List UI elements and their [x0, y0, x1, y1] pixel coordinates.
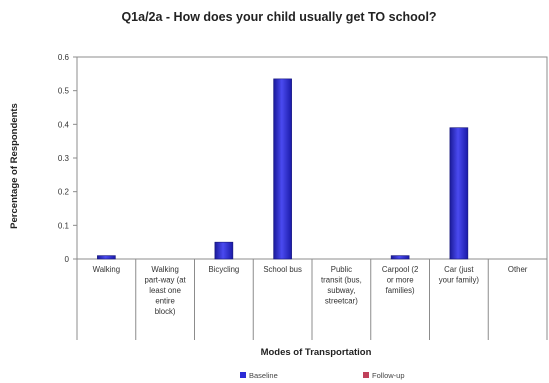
- x-category-label-line: transit (bus,: [321, 276, 362, 285]
- bar-baseline: [214, 241, 234, 260]
- legend: Baseline Follow-up: [240, 371, 405, 380]
- y-tick-label: 0: [65, 255, 70, 264]
- x-category-label-line: Car (just: [444, 265, 474, 274]
- x-category-label-line: Walking: [151, 265, 178, 274]
- x-category-label: Other: [508, 265, 528, 274]
- y-axis-title: Percentage of Respondents: [9, 103, 20, 229]
- plot-frame: [76, 56, 548, 260]
- x-category-label: Public transit (bus, subway, streetcar): [321, 265, 362, 306]
- bar-baseline: [273, 78, 292, 260]
- y-tick-label: 0.3: [58, 154, 70, 163]
- y-tick-label: 0.6: [58, 53, 70, 62]
- y-tick-label: 0.2: [58, 188, 70, 197]
- x-category-label-line: School bus: [263, 265, 302, 274]
- x-axis-title: Modes of Transportation: [261, 347, 372, 358]
- x-category-label-line: Walking: [93, 265, 120, 274]
- bar-baseline: [449, 127, 469, 260]
- legend-swatch: [363, 372, 369, 378]
- x-category-label: Bicycling: [208, 265, 239, 274]
- x-category-label-line: streetcar): [325, 297, 358, 306]
- x-category-label-line: families): [386, 286, 415, 295]
- x-category-label-line: subway,: [327, 286, 355, 295]
- x-category-label: Car (just your family): [439, 265, 480, 285]
- x-category-label-line: Public: [331, 265, 352, 274]
- legend-label: Baseline: [249, 371, 278, 380]
- legend-label: Follow-up: [372, 371, 405, 380]
- x-category-label: School bus: [263, 265, 302, 274]
- x-category-label-line: your family): [439, 276, 480, 285]
- plot-area: 0 0.1 0.2 0.3 0.4 0.5 0.6 Walking Walking part-wa…: [58, 53, 548, 340]
- x-category-label: Carpool (2 or more families): [382, 265, 418, 295]
- x-category-label-line: entire: [155, 297, 175, 306]
- y-tick-label: 0.1: [58, 221, 70, 230]
- y-tick-label: 0.5: [58, 87, 70, 96]
- x-category-label-line: block): [155, 307, 176, 316]
- x-category-label-line: Carpool (2: [382, 265, 418, 274]
- bar-baseline: [97, 255, 116, 260]
- chart-title: Q1a/2a - How does your child usually get…: [121, 10, 436, 24]
- y-tick-label: 0.4: [58, 120, 70, 129]
- x-category-label-line: least one: [149, 286, 181, 295]
- x-category-label-line: Other: [508, 265, 528, 274]
- x-category-label-line: or more: [387, 276, 414, 285]
- x-category-label-line: Bicycling: [208, 265, 239, 274]
- legend-swatch: [240, 372, 246, 378]
- x-category-label: Walking part-way (at least one entire block): [145, 265, 187, 316]
- bar-baseline: [390, 255, 410, 260]
- x-category-label-line: part-way (at: [145, 276, 187, 285]
- x-category-label: Walking: [93, 265, 120, 274]
